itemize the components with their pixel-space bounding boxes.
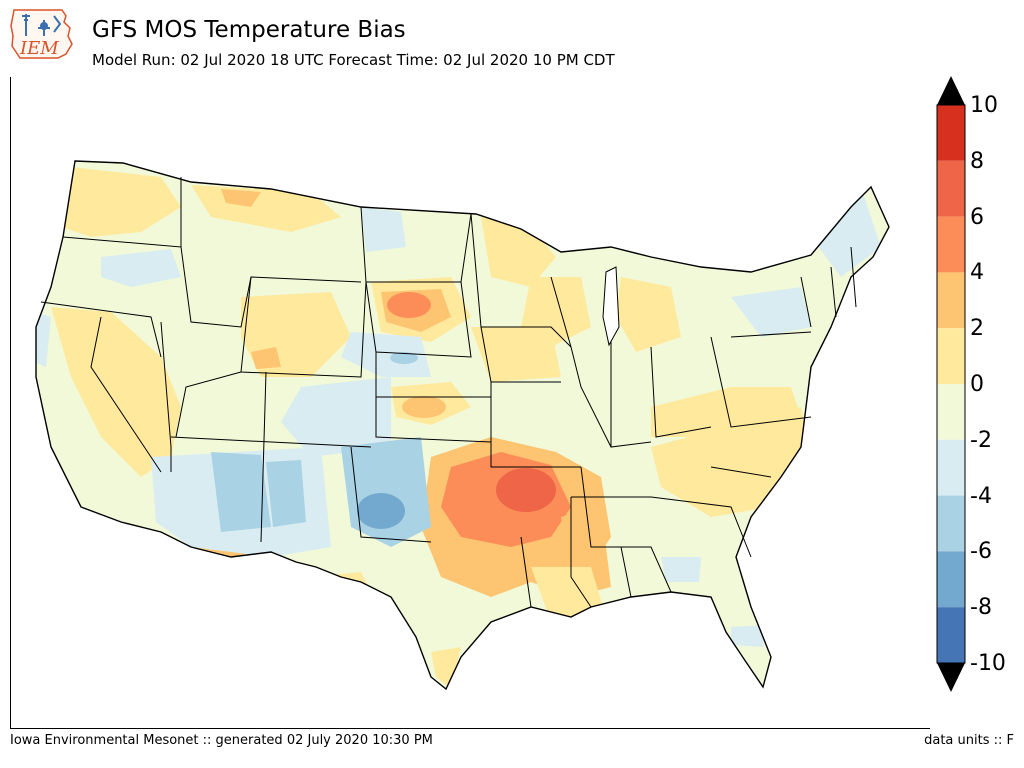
state-boundaries: [40, 177, 857, 608]
colorbar-segment: [937, 160, 965, 217]
conus-outline: [35, 160, 890, 691]
colorbar-label: 4: [970, 260, 984, 285]
colorbar-label: -10: [970, 651, 1006, 676]
bias-region-florida: [731, 625, 766, 647]
colorbar-label: -4: [970, 484, 992, 509]
bias-region-kentucky-virginia: [651, 387, 801, 437]
bias-region-texas-panhandle-core: [357, 493, 405, 529]
logo-text: IEM: [19, 38, 59, 59]
bias-region-idaho: [101, 249, 181, 287]
colorbar-label: 8: [970, 149, 984, 174]
colorbar-segment: [937, 105, 965, 161]
bias-region-arizona-mid: [266, 460, 306, 527]
bias-region-nebraska: [341, 332, 431, 377]
bias-region-california: [36, 312, 51, 367]
map-title: GFS MOS Temperature Bias: [92, 17, 406, 43]
colorbar-label: 6: [970, 205, 984, 230]
colorbar-segment: [937, 328, 965, 384]
colorbar-under-arrow: [937, 663, 965, 692]
bias-region-iowa: [471, 327, 561, 382]
bias-region-wyoming-core: [251, 347, 281, 369]
footer-units: data units :: F: [924, 733, 1014, 748]
colorbar: [936, 74, 966, 694]
bias-region-montana-north-core: [221, 189, 261, 207]
bias-region-nebraska-core: [390, 352, 418, 364]
bias-region-nevada: [51, 307, 181, 477]
colorbar-label: 2: [970, 316, 984, 341]
colorbar-segment: [937, 384, 965, 440]
bias-region-kansas-core: [402, 396, 446, 418]
bias-region-new-york: [731, 287, 811, 337]
colorbar-segment: [937, 495, 965, 552]
map-subtitle: Model Run: 02 Jul 2020 18 UTC Forecast T…: [92, 51, 615, 69]
iem-logo: IEM: [8, 6, 74, 64]
bias-region-new-mexico-mid: [211, 452, 271, 532]
colorbar-segment: [937, 607, 965, 663]
bias-region-oklahoma-arkansas-core: [496, 468, 556, 512]
colorbar-segment: [937, 439, 965, 496]
colorbar-label: 0: [970, 372, 984, 397]
bias-region-alabama: [661, 557, 701, 582]
bias-fill-layer: [36, 161, 889, 689]
colorbar-label: -8: [970, 595, 992, 620]
bias-region-michigan: [616, 277, 681, 352]
bias-region-montana-east: [361, 207, 406, 252]
bias-region-south-dakota-core: [387, 292, 431, 318]
bias-region-northwest: [61, 167, 181, 237]
map-panel[interactable]: [10, 77, 930, 729]
colorbar-segment: [937, 216, 965, 273]
lake-michigan: [602, 266, 620, 347]
bias-region-colorado: [281, 377, 391, 457]
colorbar-segment: [937, 551, 965, 608]
colorbar-segment: [937, 272, 965, 329]
colorbar-label: 10: [970, 93, 998, 118]
colorbar-label: -2: [970, 428, 992, 453]
footer-credit: Iowa Environmental Mesonet :: generated …: [10, 733, 433, 748]
colorbar-label: -6: [970, 539, 992, 564]
colorbar-over-arrow: [937, 76, 965, 105]
